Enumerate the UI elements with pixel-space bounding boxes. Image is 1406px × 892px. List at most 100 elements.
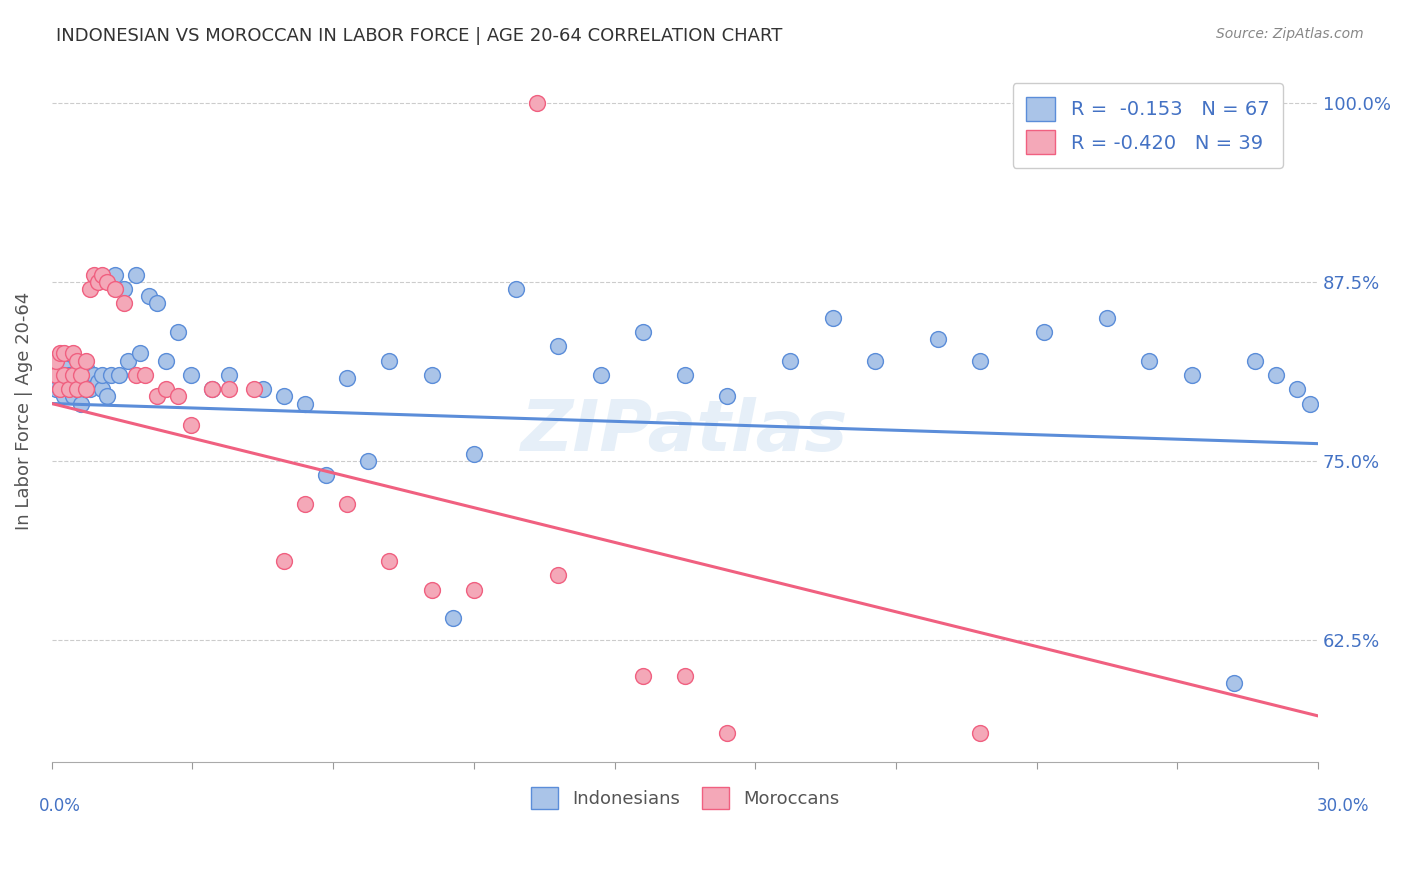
Point — [631, 669, 654, 683]
Point — [167, 325, 190, 339]
Point — [463, 447, 485, 461]
Point — [863, 353, 886, 368]
Point — [75, 382, 97, 396]
Point — [134, 368, 156, 382]
Point — [58, 368, 80, 382]
Point — [420, 368, 443, 382]
Point — [1032, 325, 1054, 339]
Point — [631, 325, 654, 339]
Point — [294, 396, 316, 410]
Point — [138, 289, 160, 303]
Point — [49, 346, 72, 360]
Point — [91, 382, 114, 396]
Point — [129, 346, 152, 360]
Point — [779, 353, 801, 368]
Point — [201, 382, 224, 396]
Point — [125, 368, 148, 382]
Point — [1285, 382, 1308, 396]
Point — [62, 389, 84, 403]
Point — [927, 332, 949, 346]
Text: ZIPatlas: ZIPatlas — [522, 397, 849, 467]
Point — [45, 353, 67, 368]
Point — [75, 353, 97, 368]
Point — [201, 382, 224, 396]
Point — [1243, 353, 1265, 368]
Point — [66, 382, 89, 396]
Point — [526, 95, 548, 110]
Point — [108, 368, 131, 382]
Point — [716, 389, 738, 403]
Point — [146, 389, 169, 403]
Point — [969, 353, 991, 368]
Point — [1222, 676, 1244, 690]
Y-axis label: In Labor Force | Age 20-64: In Labor Force | Age 20-64 — [15, 292, 32, 530]
Text: 30.0%: 30.0% — [1316, 797, 1369, 815]
Point — [716, 726, 738, 740]
Point — [66, 382, 89, 396]
Point — [62, 368, 84, 382]
Point — [547, 339, 569, 353]
Point — [125, 268, 148, 282]
Point — [112, 296, 135, 310]
Point — [49, 360, 72, 375]
Point — [273, 554, 295, 568]
Point — [180, 417, 202, 432]
Point — [49, 382, 72, 396]
Point — [100, 368, 122, 382]
Point — [1095, 310, 1118, 325]
Point — [378, 353, 401, 368]
Point — [294, 497, 316, 511]
Point — [91, 368, 114, 382]
Legend: Indonesians, Moroccans: Indonesians, Moroccans — [523, 780, 846, 816]
Point — [58, 382, 80, 396]
Point — [83, 368, 105, 382]
Point — [53, 389, 76, 403]
Point — [70, 396, 93, 410]
Point — [75, 360, 97, 375]
Text: 0.0%: 0.0% — [39, 797, 82, 815]
Point — [91, 268, 114, 282]
Point — [336, 370, 359, 384]
Point — [969, 726, 991, 740]
Point — [673, 368, 696, 382]
Point — [87, 275, 110, 289]
Point — [155, 353, 177, 368]
Point — [167, 389, 190, 403]
Point — [336, 497, 359, 511]
Point — [62, 368, 84, 382]
Point — [589, 368, 612, 382]
Point — [315, 468, 337, 483]
Text: INDONESIAN VS MOROCCAN IN LABOR FORCE | AGE 20-64 CORRELATION CHART: INDONESIAN VS MOROCCAN IN LABOR FORCE | … — [56, 27, 783, 45]
Point — [83, 375, 105, 389]
Point — [218, 382, 240, 396]
Point — [420, 582, 443, 597]
Point — [70, 375, 93, 389]
Point — [463, 582, 485, 597]
Point — [155, 382, 177, 396]
Point — [45, 368, 67, 382]
Point — [146, 296, 169, 310]
Point — [673, 669, 696, 683]
Text: Source: ZipAtlas.com: Source: ZipAtlas.com — [1216, 27, 1364, 41]
Point — [62, 346, 84, 360]
Point — [45, 382, 67, 396]
Point — [53, 346, 76, 360]
Point — [75, 382, 97, 396]
Point — [357, 454, 380, 468]
Point — [505, 282, 527, 296]
Point — [252, 382, 274, 396]
Point — [66, 353, 89, 368]
Point — [243, 382, 266, 396]
Point — [1137, 353, 1160, 368]
Point — [58, 382, 80, 396]
Point — [1180, 368, 1202, 382]
Point — [441, 611, 464, 625]
Point — [547, 568, 569, 582]
Point — [45, 368, 67, 382]
Point — [49, 382, 72, 396]
Point — [96, 389, 118, 403]
Point — [66, 368, 89, 382]
Point — [53, 360, 76, 375]
Point — [96, 275, 118, 289]
Point — [821, 310, 844, 325]
